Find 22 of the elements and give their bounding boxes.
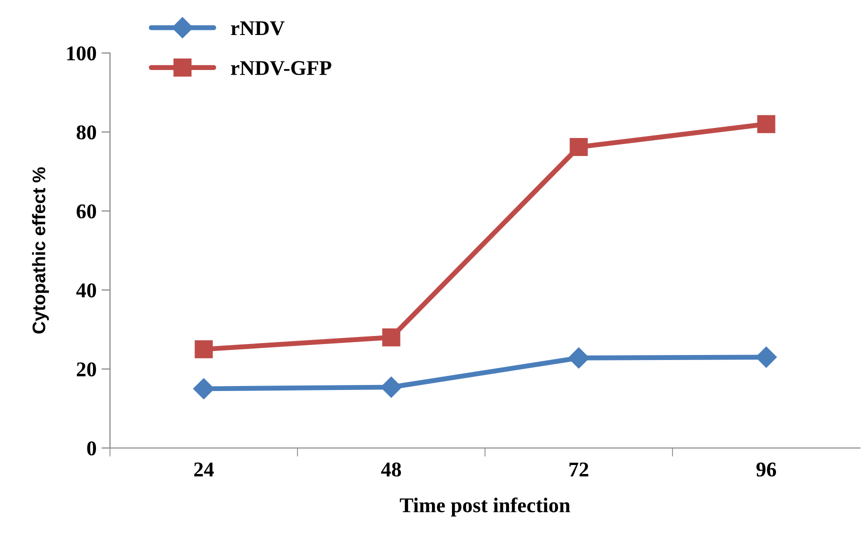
y-tick-label: 0: [87, 441, 96, 456]
point: [757, 115, 776, 134]
x-tick-label: 72: [570, 462, 588, 476]
y-axis-title: Cytopathic effect %: [32, 167, 49, 334]
point: [568, 347, 590, 368]
y-tick-label: 100: [67, 46, 96, 60]
legend-label: rNDV: [230, 21, 285, 36]
point: [193, 378, 214, 400]
y-tick-label: 20: [76, 362, 96, 376]
y-tick-label: 60: [76, 204, 96, 218]
point: [194, 340, 213, 358]
point: [756, 346, 777, 368]
point: [570, 138, 588, 156]
x-tick-label: 24: [194, 462, 214, 476]
y-tick-label: 40: [76, 283, 96, 298]
point: [380, 376, 402, 398]
x-tick-label: 96: [756, 462, 776, 477]
x-axis-title: Time post infection: [400, 497, 570, 517]
x-tick-label: 48: [381, 462, 401, 477]
y-tick-label: 80: [76, 125, 96, 140]
legend-label: rNDV-GFP: [230, 61, 332, 76]
point: [382, 328, 400, 346]
